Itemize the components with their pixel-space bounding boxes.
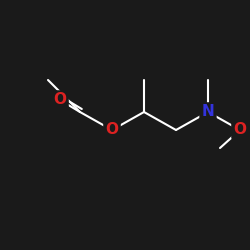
Text: N: N [202,104,214,120]
Text: O: O [54,92,66,108]
Text: O: O [234,122,246,138]
Text: O: O [106,122,118,138]
